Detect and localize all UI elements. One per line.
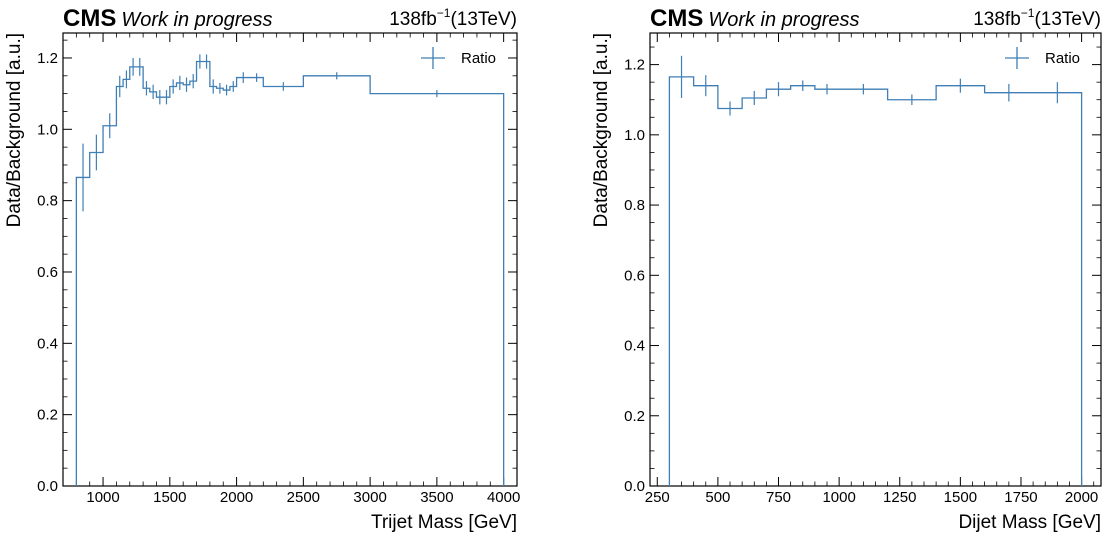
y-tick-label: 0.4 [37, 335, 58, 352]
y-tick-label: 1.0 [624, 127, 645, 144]
y-tick-label: 0.0 [37, 478, 58, 495]
y-tick-label: 0.0 [624, 478, 645, 495]
x-tick-label: 1500 [153, 489, 186, 506]
lumi-value: 138fb [973, 9, 1021, 30]
cms-label: CMS [650, 5, 703, 32]
y-tick-label: 1.0 [37, 121, 58, 138]
experiment-header: CMS Work in progress [63, 5, 273, 32]
y-tick-label: 0.8 [624, 197, 645, 214]
lumi-label: 138fb−1(13TeV) [389, 6, 517, 30]
x-tick-label: 2000 [220, 489, 253, 506]
x-tick-label: 1750 [1004, 489, 1037, 506]
y-axis-label: Data/Background [a.u.] [591, 33, 612, 227]
x-tick-label: 4000 [487, 489, 520, 506]
x-tick-label: 1250 [883, 489, 916, 506]
y-tick-label: 0.6 [37, 264, 58, 281]
ratio-step-line [668, 76, 1083, 486]
y-tick-label: 0.4 [624, 338, 645, 355]
y-tick-label: 0.8 [37, 193, 58, 210]
x-tick-label: 750 [766, 489, 791, 506]
ratio-step-line [75, 60, 505, 486]
y-tick-label: 0.2 [624, 408, 645, 425]
legend-entry: Ratio [1045, 50, 1080, 67]
chart-panel-1: 1000 1500 2000 2500 3000 3500 4000 0.0 0.2 0.4 0.6… [4, 5, 520, 533]
lumi-exponent: −1 [1021, 6, 1035, 20]
experiment-header: CMS Work in progress [650, 5, 860, 32]
cms-label: CMS [63, 5, 116, 32]
lumi-value: 138fb [389, 9, 437, 30]
x-tick-label: 1000 [86, 489, 119, 506]
x-tick-label: 2000 [1065, 489, 1098, 506]
x-axis-label: Trijet Mass [GeV] [371, 512, 517, 533]
x-tick-label: 250 [645, 489, 670, 506]
x-tick-label: 2500 [287, 489, 320, 506]
y-tick-label: 1.2 [624, 57, 645, 74]
y-tick-label: 1.2 [37, 50, 58, 67]
status-label: Work in progress [121, 9, 272, 31]
status-label: Work in progress [708, 9, 859, 31]
x-tick-label: 3000 [353, 489, 386, 506]
legend-entry: Ratio [461, 50, 496, 67]
y-tick-label: 0.6 [624, 267, 645, 284]
lumi-energy: (13TeV) [450, 9, 517, 30]
y-axis-label: Data/Background [a.u.] [4, 33, 25, 227]
x-axis-label: Dijet Mass [GeV] [958, 512, 1101, 533]
axes-frame [62, 32, 518, 487]
x-tick-label: 3500 [420, 489, 453, 506]
y-tick-label: 0.2 [37, 407, 58, 424]
lumi-label: 138fb−1(13TeV) [973, 6, 1101, 30]
x-tick-label: 1500 [944, 489, 977, 506]
x-tick-label: 1000 [822, 489, 855, 506]
x-tick-label: 500 [705, 489, 730, 506]
lumi-exponent: −1 [437, 6, 451, 20]
chart-panel-2: 250 500 750 1000 1250 1500 1750 2000 0.0 0.2 0.4 0.… [591, 5, 1102, 533]
lumi-energy: (13TeV) [1034, 9, 1101, 30]
